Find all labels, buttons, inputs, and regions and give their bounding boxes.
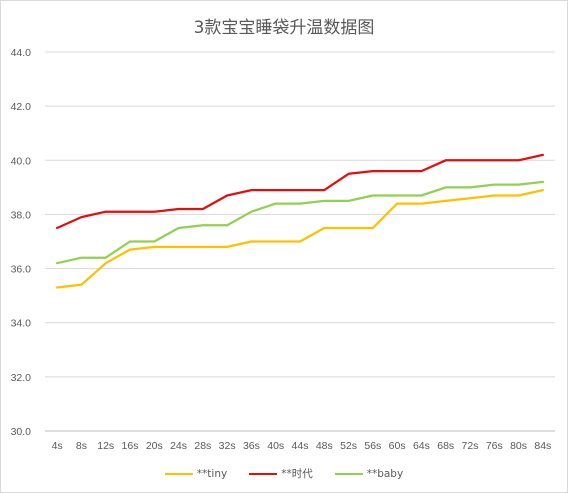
x-tick-label: 28s (194, 440, 211, 452)
x-tick-label: 8s (76, 440, 87, 452)
legend-label: **tiny (196, 467, 228, 480)
legend-swatch (334, 472, 363, 475)
x-tick-label: 64s (413, 440, 430, 452)
x-tick-label: 36s (243, 440, 260, 452)
x-tick-label: 68s (437, 440, 454, 452)
x-tick-label: 72s (462, 440, 479, 452)
series-line-1 (55, 188, 545, 289)
y-tick-label: 40.0 (11, 155, 32, 167)
series-lines (55, 153, 545, 289)
series-line-2 (55, 153, 545, 230)
legend-label: **时代 (281, 468, 313, 480)
x-tick-label: 56s (364, 440, 381, 452)
x-tick-label: 84s (534, 440, 551, 452)
x-axis-ticks: 4s 8s 12s 16s 20s 24s 28s 32s 36s 40s 44s 48s 52s 56s… (52, 440, 552, 452)
x-tick-label: 12s (97, 440, 114, 452)
legend-swatch (164, 472, 193, 475)
legend-label: **baby (366, 467, 404, 480)
chart-title: 3款宝宝睡袋升温数据图 (193, 18, 375, 38)
x-tick-label: 60s (389, 440, 406, 452)
x-tick-label: 16s (122, 440, 139, 452)
chart-legend: **tiny **时代 **baby (1, 466, 567, 481)
x-tick-label: 20s (146, 440, 163, 452)
y-tick-label: 42.0 (11, 101, 32, 113)
x-tick-label: 80s (510, 440, 527, 452)
x-tick-label: 48s (316, 440, 333, 452)
y-tick-label: 38.0 (11, 209, 32, 221)
gridlines (45, 51, 555, 432)
x-tick-label: 32s (219, 440, 236, 452)
x-tick-label: 40s (267, 440, 284, 452)
legend-swatch (249, 472, 278, 475)
x-tick-label: 44s (292, 440, 309, 452)
y-tick-label: 36.0 (11, 264, 32, 276)
y-tick-label: 34.0 (11, 318, 32, 330)
legend-item: **时代 (249, 466, 313, 481)
y-tick-label: 44.0 (11, 47, 32, 59)
legend-item: **tiny (164, 466, 228, 481)
series-line-3 (55, 180, 545, 265)
y-tick-label: 30.0 (11, 426, 32, 438)
legend-item: **baby (334, 466, 404, 481)
y-tick-label: 32.0 (11, 372, 32, 384)
x-tick-label: 52s (340, 440, 357, 452)
y-axis-ticks: 30.0 32.0 34.0 36.0 38.0 40.0 42.0 44.0 (11, 47, 32, 438)
x-tick-label: 76s (486, 440, 503, 452)
x-tick-label: 4s (52, 440, 63, 452)
x-tick-label: 24s (170, 440, 187, 452)
